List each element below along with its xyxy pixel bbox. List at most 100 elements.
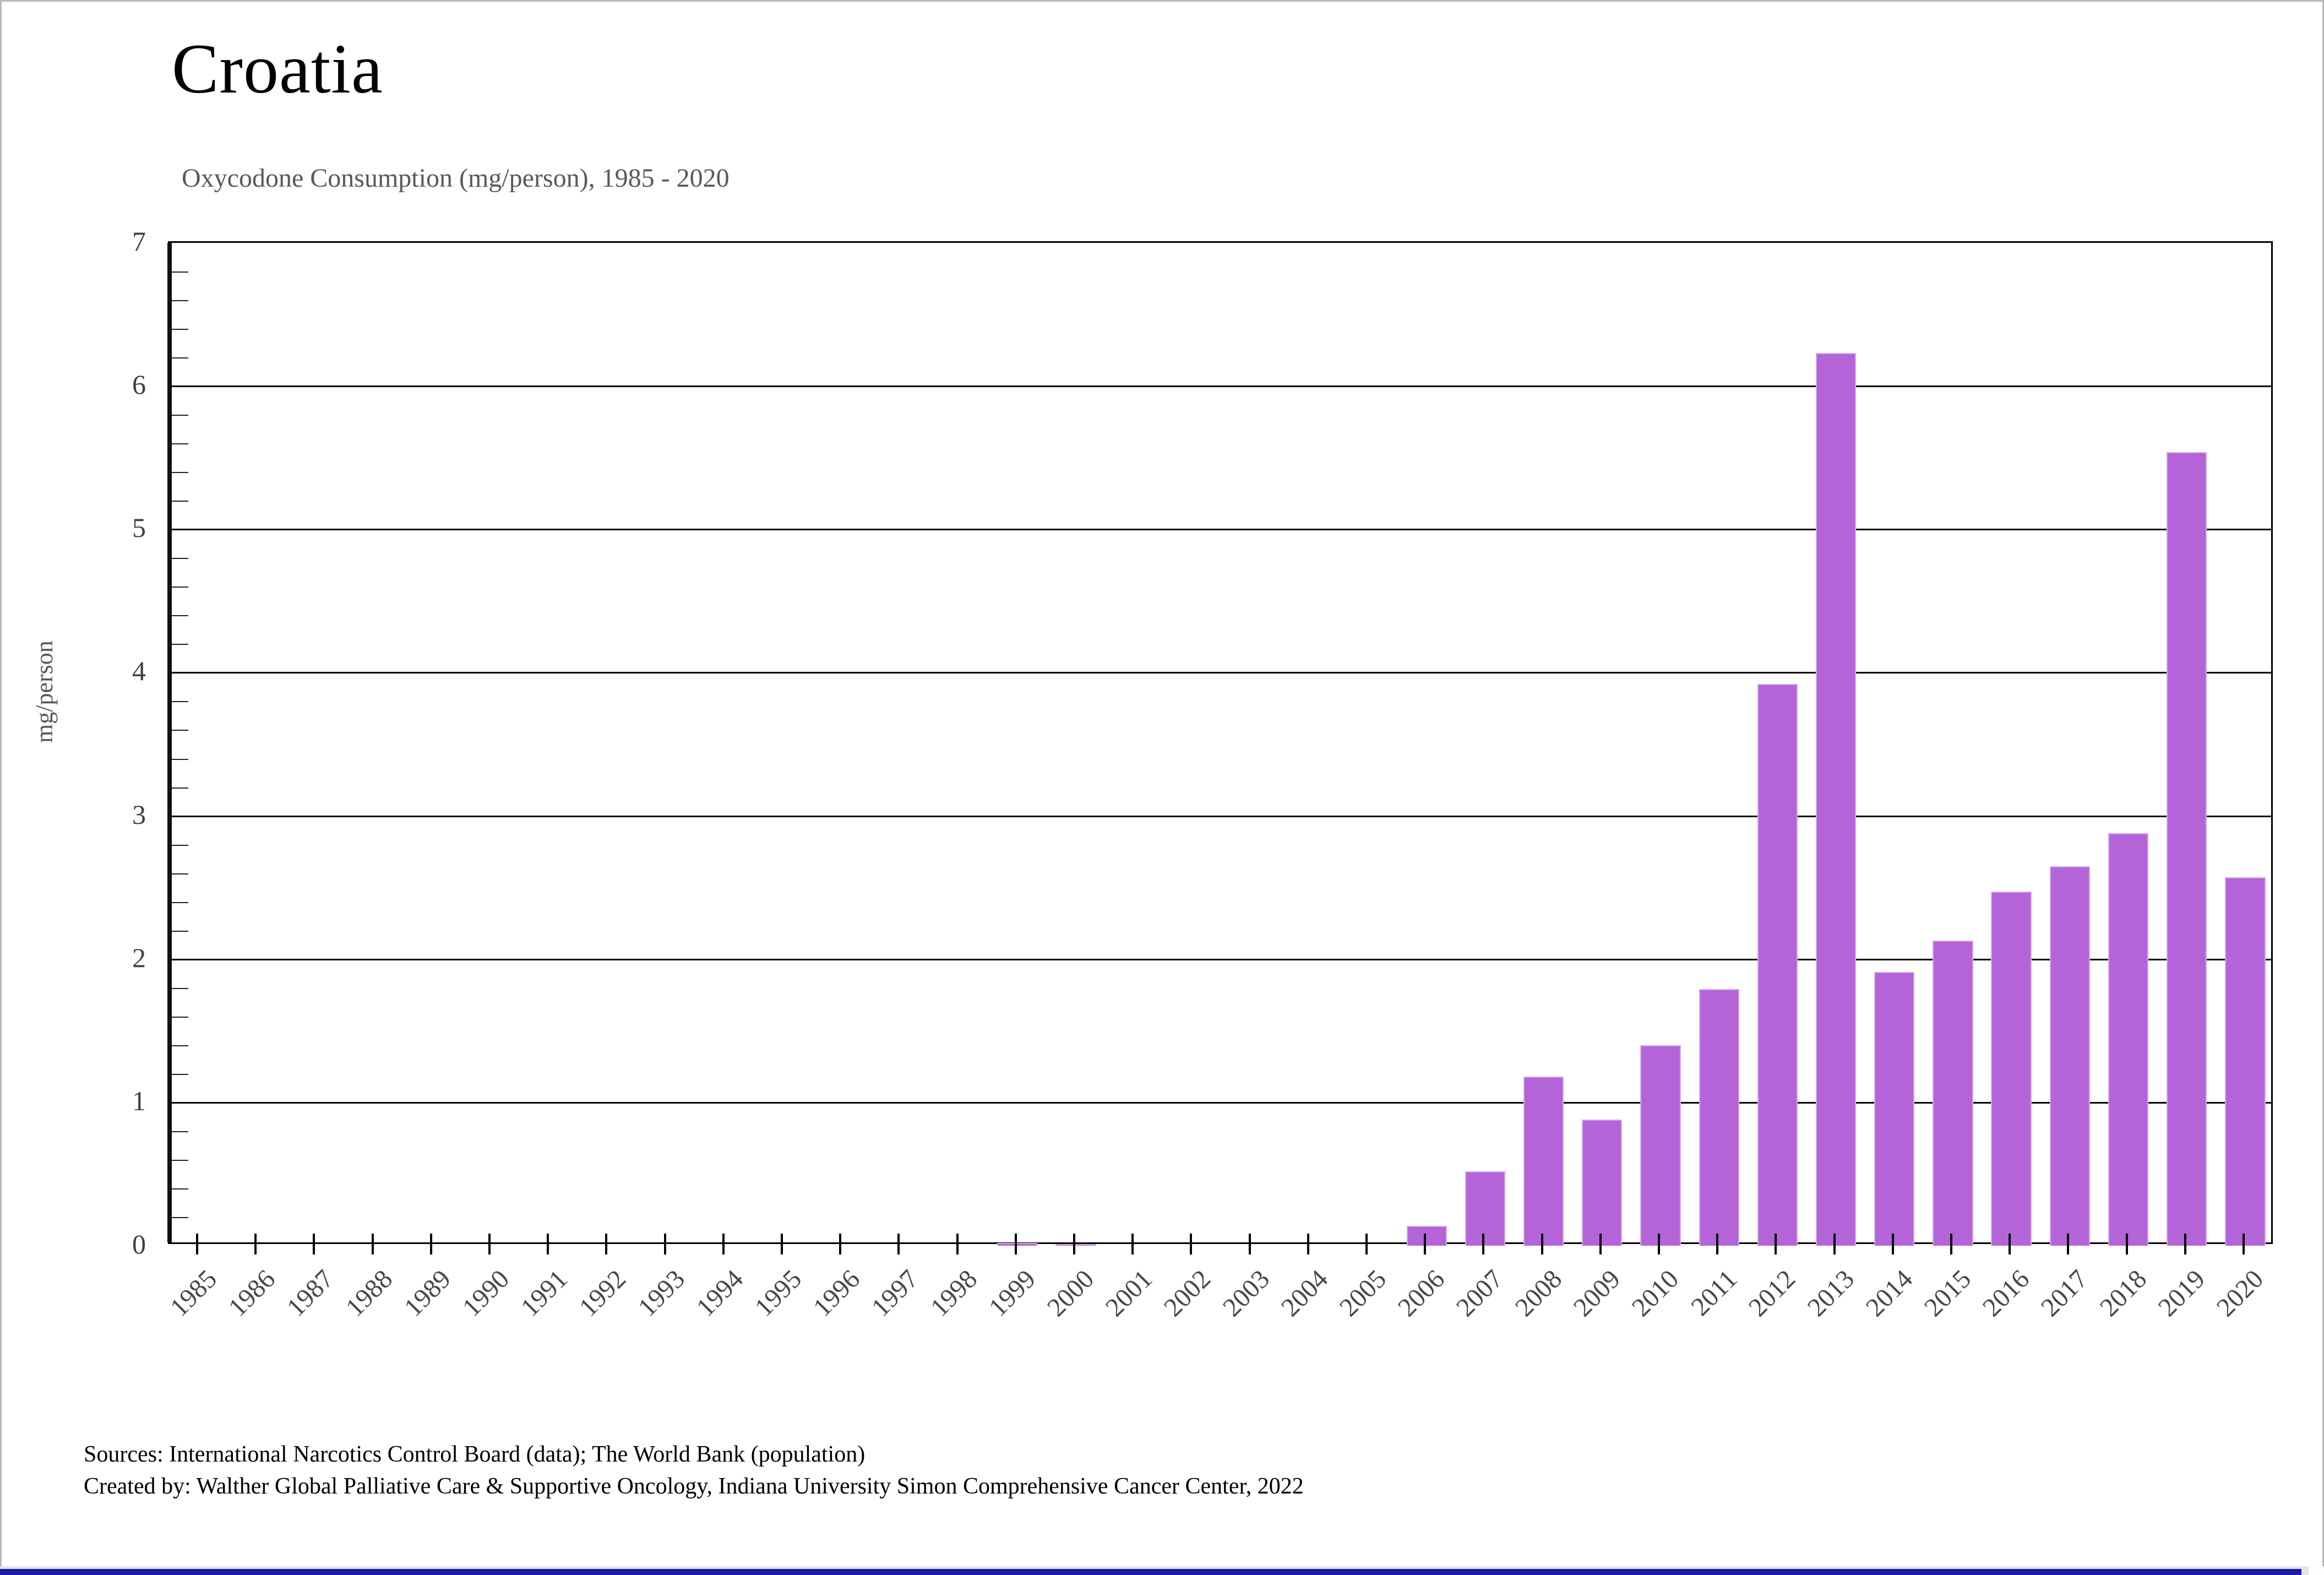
y-minor-tick	[172, 644, 188, 645]
gridline	[170, 958, 2271, 960]
bar-2007	[1465, 1171, 1505, 1246]
x-tick-label: 2005	[1334, 1264, 1392, 1323]
y-minor-tick	[172, 730, 188, 731]
bar-2016	[1991, 892, 2032, 1246]
bar-2020	[2225, 877, 2266, 1246]
gridline	[170, 815, 2271, 817]
x-tick-label: 2003	[1217, 1264, 1275, 1323]
y-minor-tick	[172, 701, 188, 703]
x-tick-label: 2009	[1568, 1264, 1626, 1323]
y-axis-line	[167, 243, 172, 1242]
scrollbar-thumb[interactable]	[0, 1569, 2301, 1575]
chart-title: Croatia	[172, 30, 383, 108]
x-tick	[1891, 1234, 1894, 1254]
y-minor-tick	[172, 901, 188, 903]
y-minor-tick	[172, 1016, 188, 1018]
x-tick-label: 2011	[1685, 1264, 1743, 1322]
x-tick-label: 1991	[515, 1264, 574, 1323]
gridline	[170, 672, 2271, 674]
scrollbar-track[interactable]	[0, 1566, 2324, 1575]
x-tick	[1657, 1234, 1660, 1254]
y-minor-tick	[172, 787, 188, 789]
y-tick-label: 2	[132, 942, 146, 973]
x-tick-label: 2006	[1392, 1264, 1451, 1323]
bar-2013	[1815, 353, 1857, 1246]
y-minor-tick	[172, 615, 188, 617]
bar-2018	[2108, 833, 2149, 1246]
y-minor-tick	[172, 930, 188, 932]
x-tick	[839, 1234, 842, 1254]
chart-subtitle: Oxycodone Consumption (mg/person), 1985 …	[182, 164, 730, 193]
x-tick-label: 2007	[1451, 1264, 1509, 1323]
y-minor-tick	[172, 1073, 188, 1075]
x-tick	[2242, 1234, 2245, 1254]
x-tick-label: 2015	[1918, 1264, 1977, 1323]
x-tick	[722, 1234, 725, 1254]
x-tick-label: 2002	[1158, 1264, 1217, 1323]
x-tick	[2125, 1234, 2128, 1254]
y-minor-tick	[172, 472, 188, 474]
x-tick	[1073, 1234, 1075, 1254]
x-tick-label: 2010	[1626, 1264, 1685, 1323]
x-tick	[2009, 1234, 2011, 1254]
x-tick	[313, 1234, 315, 1254]
x-tick-label: 1986	[223, 1264, 281, 1323]
source-line-1: Sources: International Narcotics Control…	[84, 1442, 866, 1467]
y-tick-label: 0	[132, 1229, 146, 1259]
bar-2012	[1757, 684, 1798, 1246]
y-minor-tick	[172, 271, 188, 273]
x-tick	[663, 1234, 666, 1254]
bar-2011	[1699, 989, 1739, 1246]
x-tick-label: 1985	[164, 1264, 223, 1323]
x-tick	[254, 1234, 257, 1254]
x-tick-label: 2020	[2211, 1264, 2269, 1323]
x-tick	[1131, 1234, 1134, 1254]
bar-2010	[1640, 1045, 1681, 1246]
y-minor-tick	[172, 586, 188, 588]
x-tick	[1307, 1234, 1309, 1254]
x-tick	[1248, 1234, 1251, 1254]
x-tick	[1190, 1234, 1193, 1254]
x-tick-label: 2013	[1801, 1264, 1860, 1323]
y-tick-label: 6	[132, 369, 146, 400]
y-axis-title: mg/person	[31, 640, 58, 743]
y-minor-tick	[172, 987, 188, 989]
x-tick-label: 1993	[632, 1264, 690, 1323]
x-tick-label: 2018	[2094, 1264, 2152, 1323]
y-minor-tick	[172, 1131, 188, 1132]
x-tick	[605, 1234, 608, 1254]
x-tick-label: 1990	[456, 1264, 515, 1323]
x-tick	[2184, 1234, 2186, 1254]
y-minor-tick	[172, 501, 188, 502]
bar-2008	[1523, 1077, 1564, 1246]
y-tick-label: 7	[132, 226, 146, 257]
x-tick-label: 2001	[1100, 1264, 1158, 1323]
y-minor-tick	[172, 329, 188, 330]
gridline	[170, 1101, 2271, 1104]
y-minor-tick	[172, 873, 188, 875]
y-minor-tick	[172, 1216, 188, 1218]
y-minor-tick	[172, 1188, 188, 1190]
gridline	[170, 529, 2271, 531]
x-tick	[1424, 1234, 1427, 1254]
x-tick-label: 1987	[281, 1264, 340, 1323]
x-tick-label: 2000	[1041, 1264, 1100, 1323]
x-tick	[781, 1234, 783, 1254]
x-tick-label: 1995	[749, 1264, 808, 1323]
bar-2000	[1055, 1244, 1096, 1246]
x-tick-label: 2008	[1509, 1264, 1568, 1323]
x-tick-label: 1988	[340, 1264, 398, 1323]
y-minor-tick	[172, 300, 188, 302]
x-tick	[429, 1234, 432, 1254]
x-tick-label: 1999	[983, 1264, 1041, 1323]
x-tick-label: 2016	[1977, 1264, 2035, 1323]
gridline	[170, 385, 2271, 388]
x-tick-label: 1996	[808, 1264, 866, 1323]
x-tick	[1365, 1234, 1368, 1254]
bar-2017	[2049, 866, 2090, 1246]
x-tick-label: 2017	[2035, 1264, 2094, 1323]
y-tick-label: 4	[132, 655, 146, 687]
x-tick-label: 2014	[1860, 1264, 1918, 1323]
y-minor-tick	[172, 443, 188, 445]
y-minor-tick	[172, 357, 188, 359]
